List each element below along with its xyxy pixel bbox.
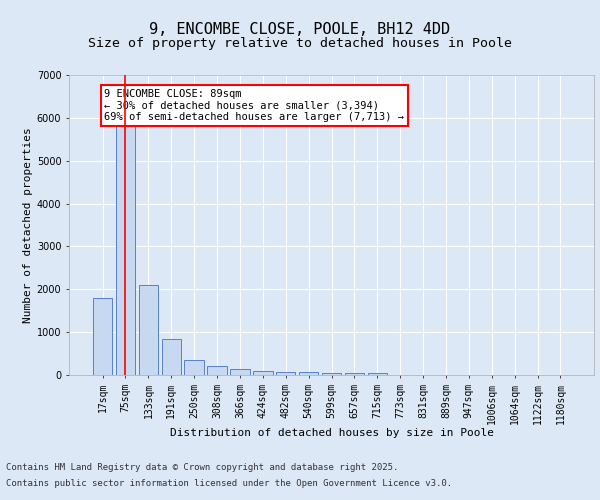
Text: 9, ENCOMBE CLOSE, POOLE, BH12 4DD: 9, ENCOMBE CLOSE, POOLE, BH12 4DD [149,22,451,38]
Bar [253,370,272,375]
Bar [230,368,250,375]
Bar [322,372,341,375]
Text: Size of property relative to detached houses in Poole: Size of property relative to detached ho… [88,38,512,51]
Bar [299,372,319,375]
Text: 9 ENCOMBE CLOSE: 89sqm
← 30% of detached houses are smaller (3,394)
69% of semi-: 9 ENCOMBE CLOSE: 89sqm ← 30% of detached… [104,88,404,122]
Text: Contains HM Land Registry data © Crown copyright and database right 2025.: Contains HM Land Registry data © Crown c… [6,464,398,472]
Y-axis label: Number of detached properties: Number of detached properties [23,127,32,323]
Bar [184,360,204,375]
Bar [276,372,295,375]
Bar [139,285,158,375]
X-axis label: Distribution of detached houses by size in Poole: Distribution of detached houses by size … [170,428,493,438]
Bar [208,366,227,375]
Bar [344,373,364,375]
Bar [161,338,181,375]
Bar [93,298,112,375]
Text: Contains public sector information licensed under the Open Government Licence v3: Contains public sector information licen… [6,478,452,488]
Bar [116,126,135,375]
Bar [368,373,387,375]
